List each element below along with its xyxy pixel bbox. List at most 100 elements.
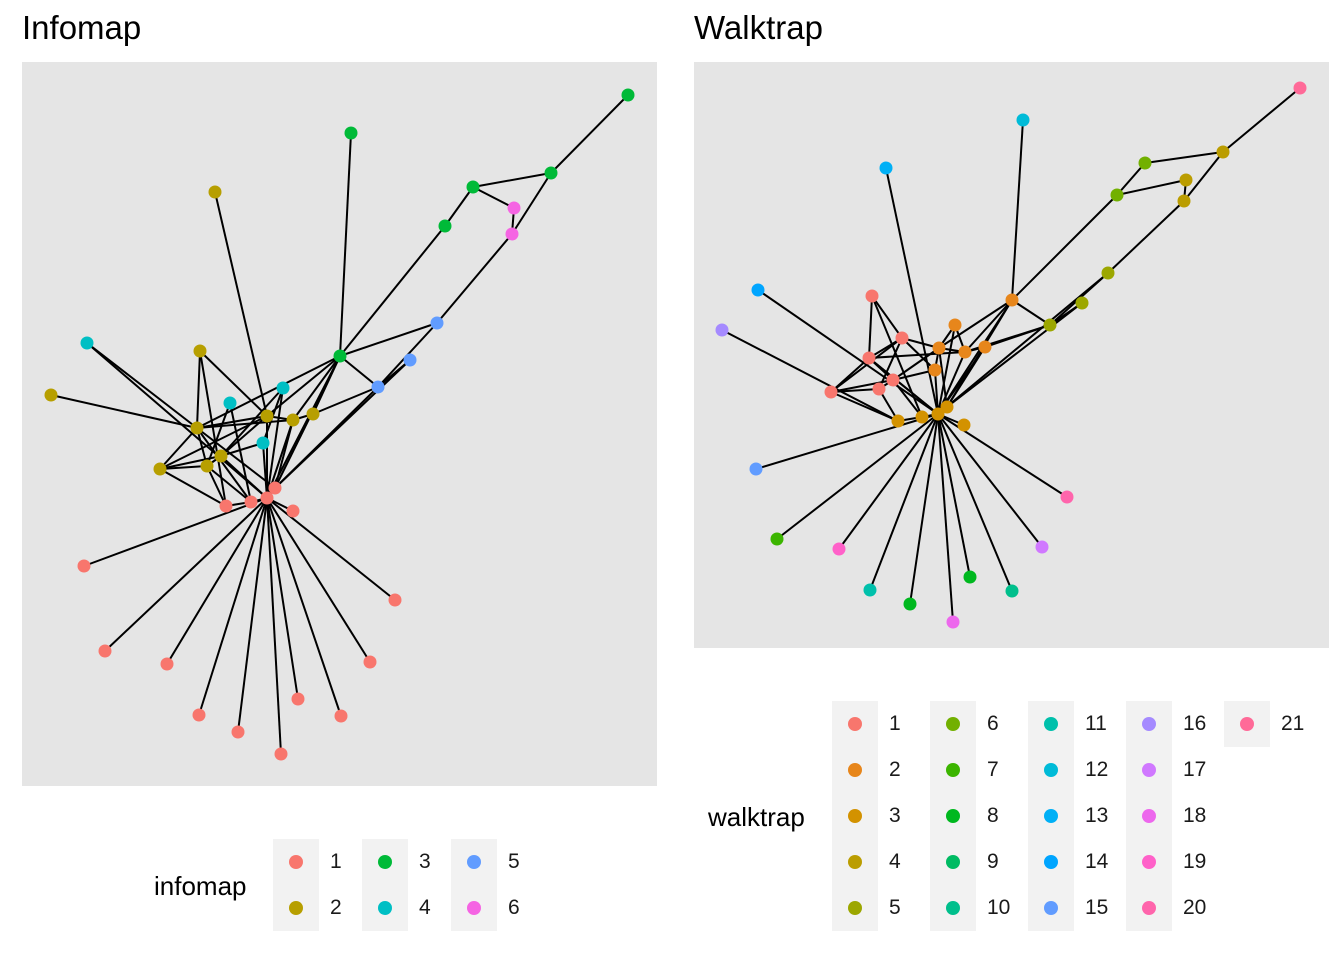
walktrap-edge bbox=[937, 413, 971, 578]
walktrap-legend-label: 10 bbox=[987, 896, 1011, 919]
walktrap-legend-label: 15 bbox=[1085, 896, 1109, 919]
walktrap-legend-key-16 bbox=[1126, 701, 1172, 747]
walktrap-legend-swatch bbox=[848, 763, 862, 777]
infomap-edge bbox=[472, 186, 515, 209]
infomap-node bbox=[268, 481, 282, 495]
walktrap-legend-key-12 bbox=[1028, 747, 1074, 793]
walktrap-legend-label: 2 bbox=[889, 758, 901, 781]
walktrap-legend-swatch bbox=[848, 901, 862, 915]
infomap-edge bbox=[159, 427, 198, 470]
walktrap-node bbox=[1216, 145, 1230, 159]
walktrap-edge bbox=[869, 413, 939, 591]
infomap-node bbox=[274, 747, 288, 761]
walktrap-node bbox=[1293, 81, 1307, 95]
walktrap-edge bbox=[1144, 151, 1224, 164]
infomap-edge bbox=[166, 497, 268, 665]
infomap-edge bbox=[196, 355, 341, 429]
walktrap-node bbox=[715, 323, 729, 337]
walktrap-edge bbox=[1107, 200, 1185, 274]
infomap-node bbox=[286, 504, 300, 518]
infomap-node bbox=[291, 692, 305, 706]
walktrap-node bbox=[1005, 293, 1019, 307]
walktrap-legend-label: 12 bbox=[1085, 758, 1109, 781]
walktrap-edge bbox=[1116, 179, 1187, 196]
walktrap-node bbox=[1177, 194, 1191, 208]
walktrap-node bbox=[895, 331, 909, 345]
infomap-edge bbox=[196, 427, 276, 489]
walktrap-edge bbox=[1011, 299, 1051, 326]
infomap-edge bbox=[86, 342, 198, 429]
walktrap-edge bbox=[909, 413, 939, 605]
infomap-node bbox=[260, 409, 274, 423]
infomap-edge bbox=[550, 94, 629, 174]
walktrap-legend-key-14 bbox=[1028, 839, 1074, 885]
walktrap-legend-key-1 bbox=[832, 701, 878, 747]
walktrap-node bbox=[963, 570, 977, 584]
walktrap-node bbox=[948, 318, 962, 332]
infomap-edge bbox=[274, 386, 379, 489]
infomap-node bbox=[219, 499, 233, 513]
infomap-node bbox=[286, 413, 300, 427]
walktrap-node bbox=[824, 385, 838, 399]
infomap-legend-swatch bbox=[378, 901, 392, 915]
walktrap-edge bbox=[1011, 119, 1024, 301]
infomap-node bbox=[190, 421, 204, 435]
infomap-edge bbox=[198, 497, 268, 716]
walktrap-edge bbox=[892, 347, 940, 381]
infomap-edge bbox=[472, 172, 552, 188]
walktrap-edge bbox=[934, 369, 939, 415]
walktrap-legend-label: 3 bbox=[889, 804, 901, 827]
infomap-node bbox=[438, 219, 452, 233]
walktrap-legend-swatch bbox=[946, 855, 960, 869]
walktrap-legend-swatch bbox=[946, 901, 960, 915]
infomap-edge bbox=[159, 465, 208, 470]
infomap-node bbox=[344, 126, 358, 140]
walktrap-node bbox=[872, 382, 886, 396]
walktrap-legend-swatch bbox=[1142, 809, 1156, 823]
walktrap-legend-swatch bbox=[1142, 717, 1156, 731]
infomap-node bbox=[507, 201, 521, 215]
walktrap-legend-label: 13 bbox=[1085, 804, 1109, 827]
infomap-edge bbox=[206, 402, 231, 467]
infomap-edge bbox=[50, 394, 198, 429]
infomap-node bbox=[505, 227, 519, 241]
walktrap-edge bbox=[892, 379, 923, 418]
walktrap-node bbox=[1110, 188, 1124, 202]
walktrap-legend-swatch bbox=[1044, 717, 1058, 731]
infomap-node bbox=[244, 495, 258, 509]
walktrap-node bbox=[1075, 296, 1089, 310]
infomap-edge bbox=[220, 415, 268, 457]
walktrap-node bbox=[1043, 318, 1057, 332]
infomap-node bbox=[231, 725, 245, 739]
infomap-edge bbox=[220, 442, 264, 457]
walktrap-legend-swatch bbox=[1044, 855, 1058, 869]
infomap-edge bbox=[196, 427, 252, 503]
infomap-node bbox=[44, 388, 58, 402]
walktrap-node bbox=[749, 462, 763, 476]
infomap-edge bbox=[444, 186, 474, 227]
infomap-edge bbox=[159, 468, 227, 507]
infomap-edge bbox=[312, 386, 379, 415]
walktrap-edge bbox=[755, 413, 939, 470]
infomap-edge bbox=[274, 419, 294, 489]
walktrap-node bbox=[886, 373, 900, 387]
infomap-edge bbox=[266, 355, 341, 417]
walktrap-edge bbox=[830, 337, 903, 393]
walktrap-legend-label: 4 bbox=[889, 850, 901, 873]
walktrap-node bbox=[932, 341, 946, 355]
infomap-edge bbox=[196, 350, 201, 429]
infomap-edge bbox=[266, 387, 284, 499]
infomap-legend-key-4 bbox=[362, 885, 408, 931]
walktrap-panel-title: Walktrap bbox=[694, 9, 823, 46]
infomap-edge bbox=[104, 497, 268, 652]
infomap-node bbox=[80, 336, 94, 350]
walktrap-legend-label: 16 bbox=[1183, 712, 1207, 735]
walktrap-edge bbox=[757, 289, 939, 415]
walktrap-legend-label: 21 bbox=[1281, 712, 1305, 735]
walktrap-edge bbox=[984, 324, 1051, 348]
infomap-legend-key-1 bbox=[273, 839, 319, 885]
infomap-edge bbox=[266, 497, 299, 700]
walktrap-node bbox=[1101, 266, 1115, 280]
infomap-edge bbox=[292, 355, 341, 421]
walktrap-node bbox=[1138, 156, 1152, 170]
